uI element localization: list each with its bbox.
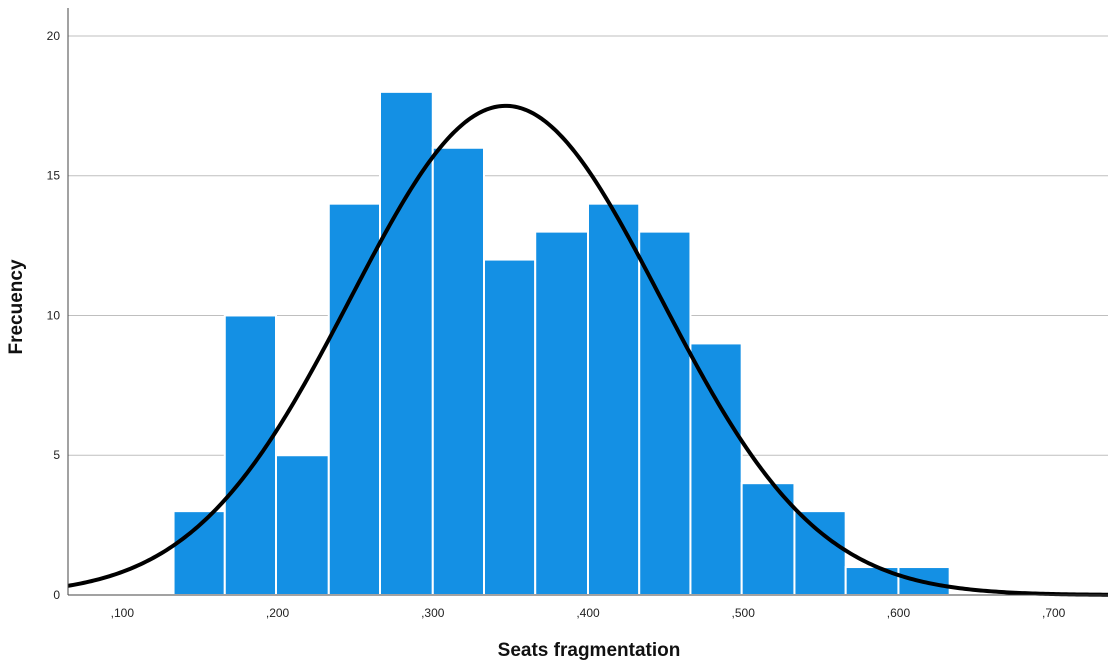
histogram-bar-3 xyxy=(327,202,382,597)
y-tick-label-3: 15 xyxy=(47,169,61,183)
x-axis-title: Seats fragmentation xyxy=(498,640,681,661)
histogram-bar-11 xyxy=(740,482,796,597)
x-tick-label-6: ,700 xyxy=(1042,606,1066,620)
axes xyxy=(67,8,1108,596)
y-tick-label-0: 0 xyxy=(53,588,60,602)
y-tick-label-1: 5 xyxy=(53,448,60,462)
x-tick-label-3: ,400 xyxy=(576,606,600,620)
normal-curve xyxy=(67,103,1109,597)
x-tick-label-4: ,500 xyxy=(732,606,756,620)
x-tick-label-0: ,100 xyxy=(111,606,135,620)
histogram-bar-5 xyxy=(431,146,486,596)
histogram-bar-9 xyxy=(638,230,692,596)
y-axis-title: Frecuency xyxy=(6,259,27,354)
histogram-bar-12 xyxy=(793,510,847,596)
x-tick-labels: ,100 ,200 ,300 ,400 ,500 ,600 ,700 xyxy=(111,606,1066,620)
y-tick-labels: 0 5 10 15 20 xyxy=(47,29,61,602)
y-tick-label-2: 10 xyxy=(47,308,61,322)
histogram-bar-8 xyxy=(587,202,641,597)
y-tick-label-4: 20 xyxy=(47,29,61,43)
histogram-bar-7 xyxy=(534,230,589,596)
histogram-bar-2 xyxy=(275,454,330,596)
normal-curve-layer xyxy=(67,103,1109,597)
histogram-bar-1 xyxy=(223,314,278,596)
histogram-bar-6 xyxy=(483,258,537,596)
histogram-bars xyxy=(172,90,951,597)
histogram-bar-10 xyxy=(689,342,743,596)
x-tick-label-1: ,200 xyxy=(266,606,290,620)
x-tick-label-2: ,300 xyxy=(421,606,445,620)
x-tick-label-5: ,600 xyxy=(887,606,911,620)
